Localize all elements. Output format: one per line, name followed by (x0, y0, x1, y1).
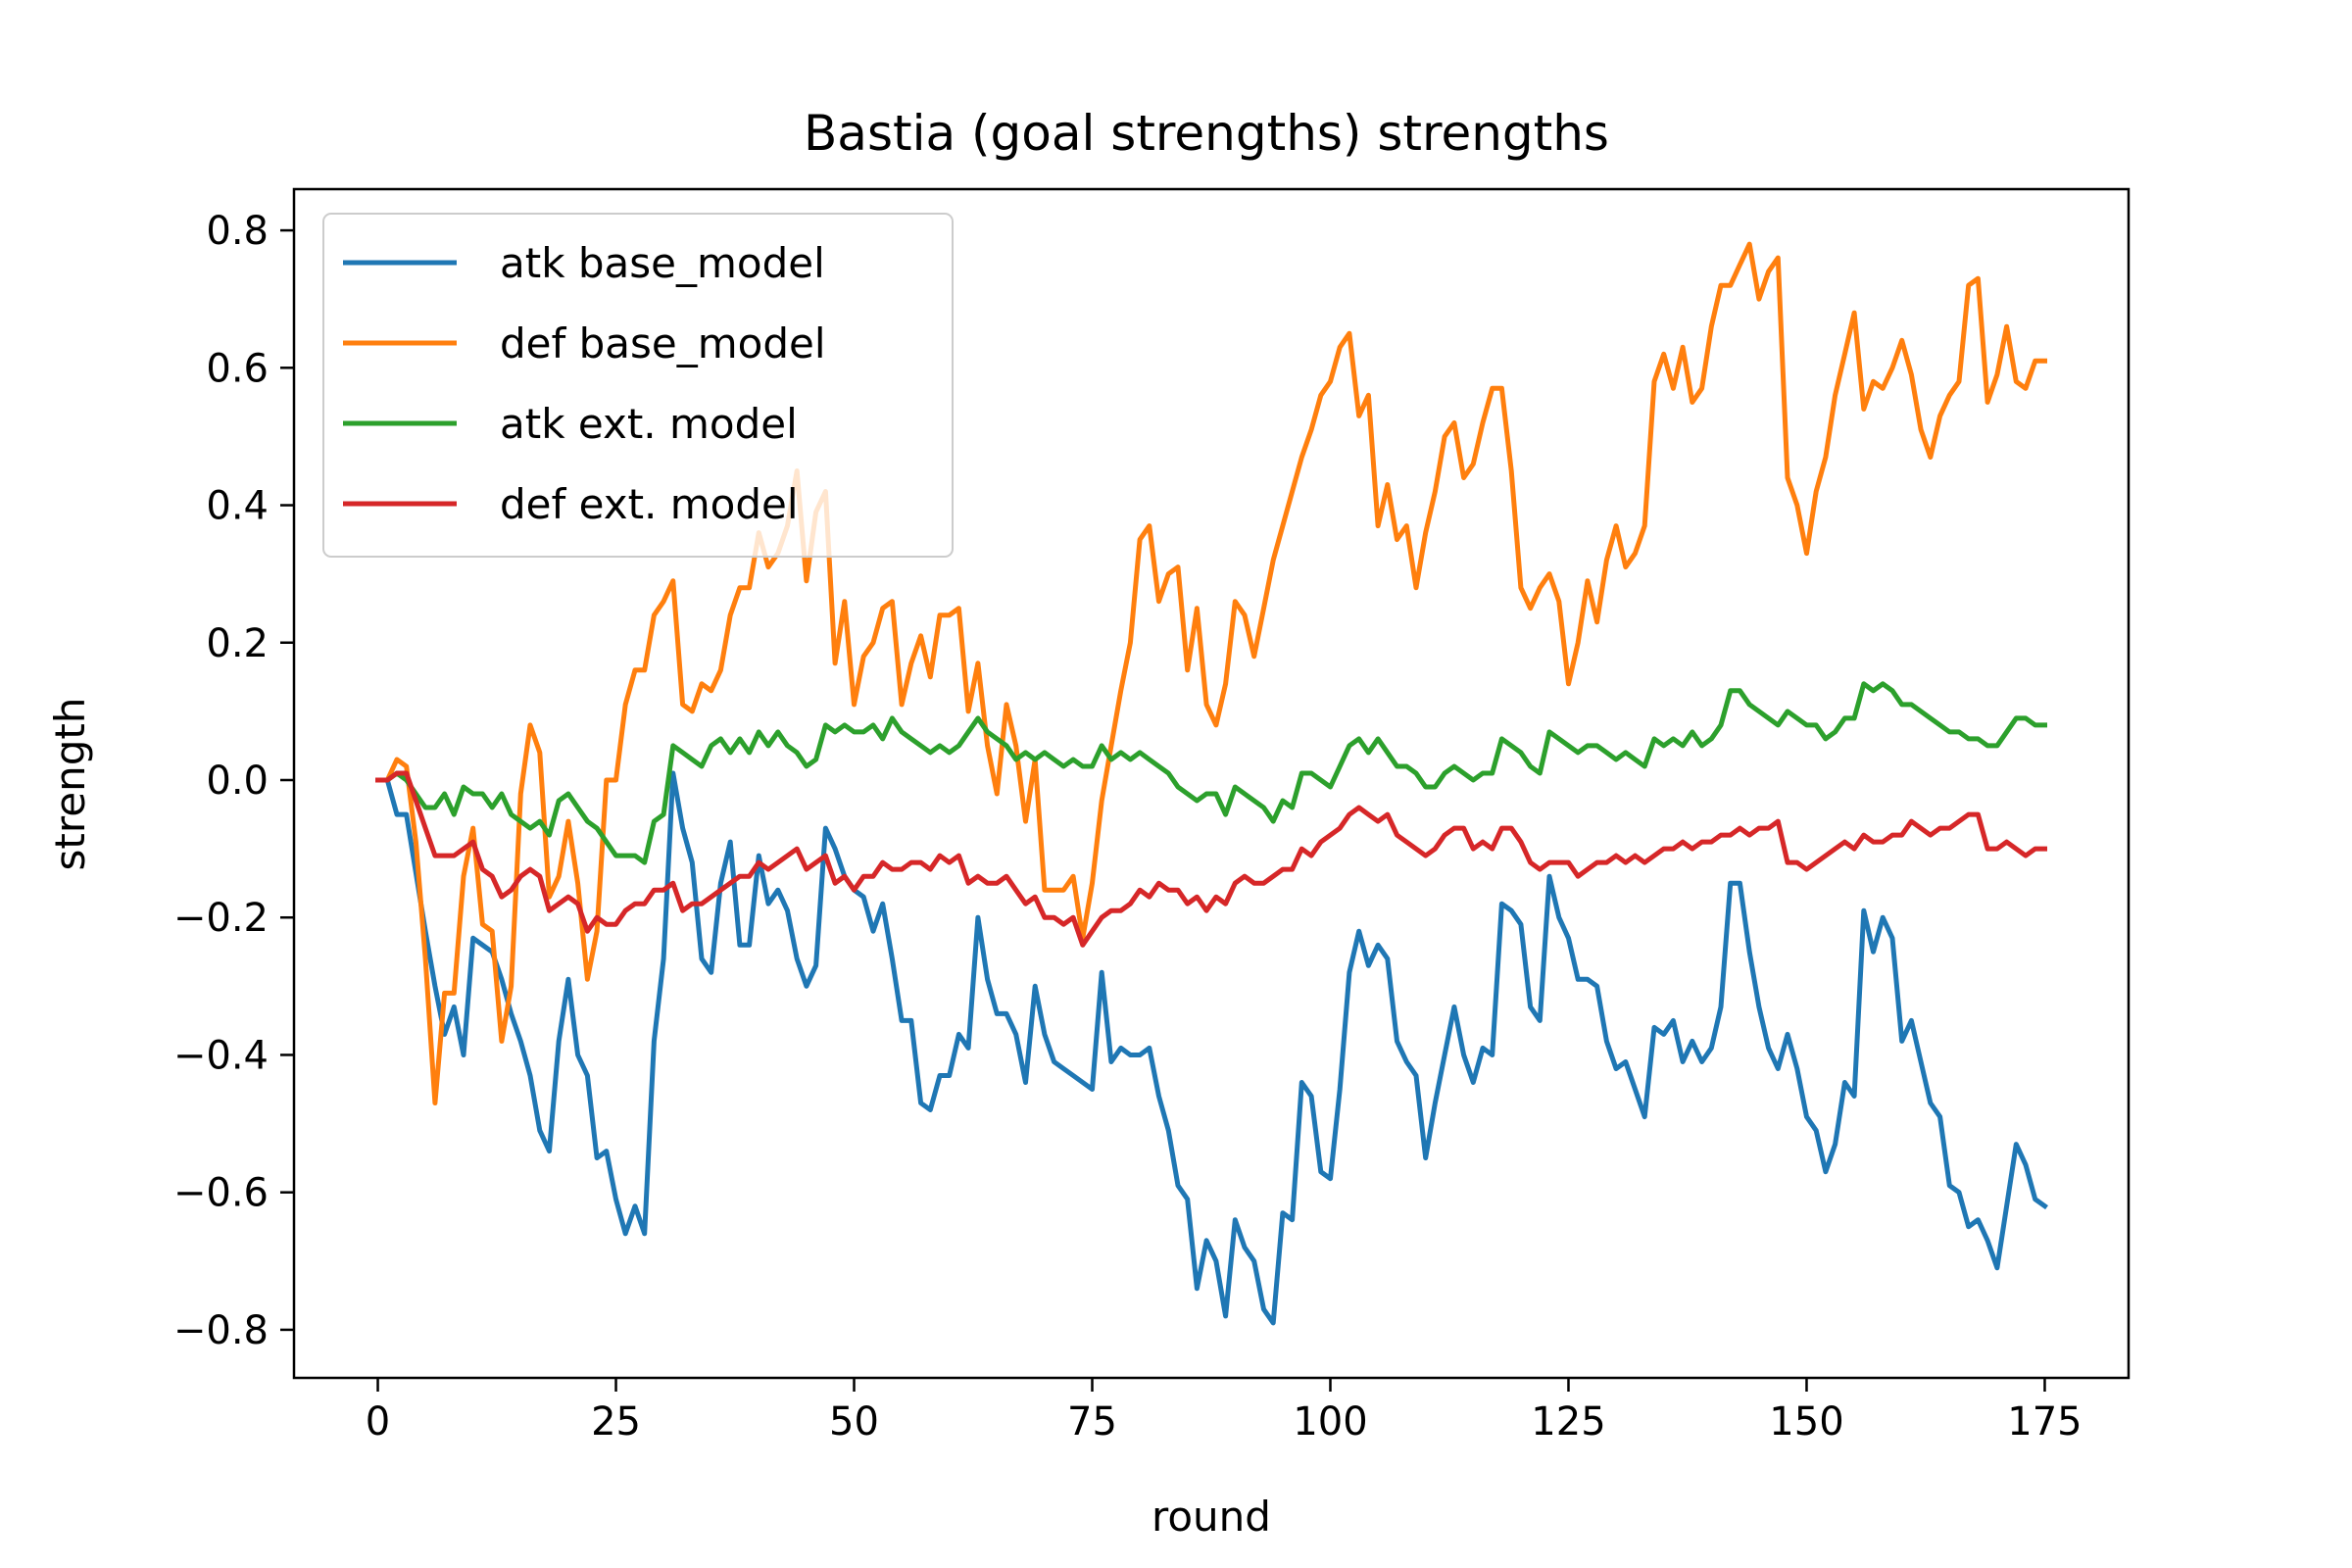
x-tick-label: 150 (1769, 1399, 1843, 1445)
y-tick-label: 0.8 (206, 209, 269, 254)
legend-label-3: def ext. model (500, 480, 799, 528)
y-tick-label: −0.8 (173, 1308, 269, 1353)
x-tick-label: 50 (829, 1399, 879, 1445)
legend-label-2: atk ext. model (500, 400, 798, 448)
x-tick-label: 125 (1531, 1399, 1605, 1445)
chart-title: Bastia (goal strengths) strengths (804, 105, 1609, 162)
x-axis-label: round (1152, 1493, 1271, 1541)
y-tick-label: −0.2 (173, 896, 269, 941)
x-tick-label: 25 (591, 1399, 641, 1445)
y-axis-label: strength (46, 698, 94, 871)
x-tick-label: 100 (1293, 1399, 1367, 1445)
y-tick-label: 0.2 (206, 621, 269, 666)
y-tick-label: 0.6 (206, 346, 269, 391)
y-tick-label: −0.6 (173, 1171, 269, 1216)
y-tick-label: 0.0 (206, 759, 269, 804)
x-tick-label: 175 (2007, 1399, 2082, 1445)
x-tick-label: 75 (1067, 1399, 1117, 1445)
series-layer (375, 241, 2048, 1326)
series-line-3 (375, 770, 2047, 948)
legend-label-1: def base_model (500, 319, 826, 368)
y-axis: 0.8 0.6 0.4 0.2 0.0 −0.2 −0.4 −0.6 −0.8 (173, 209, 294, 1353)
plot-frame (292, 187, 2131, 1380)
legend-box (322, 213, 954, 558)
series-line-1 (375, 241, 2047, 1105)
series-line-0 (375, 770, 2048, 1326)
legend-label-0: atk base_model (500, 239, 825, 287)
y-tick-label: 0.4 (206, 484, 269, 529)
x-axis: 0 25 50 75 100 125 150 175 (366, 1378, 2082, 1445)
series-line-2 (375, 681, 2047, 865)
x-tick-label: 0 (366, 1399, 390, 1445)
y-tick-label: −0.4 (173, 1033, 269, 1078)
